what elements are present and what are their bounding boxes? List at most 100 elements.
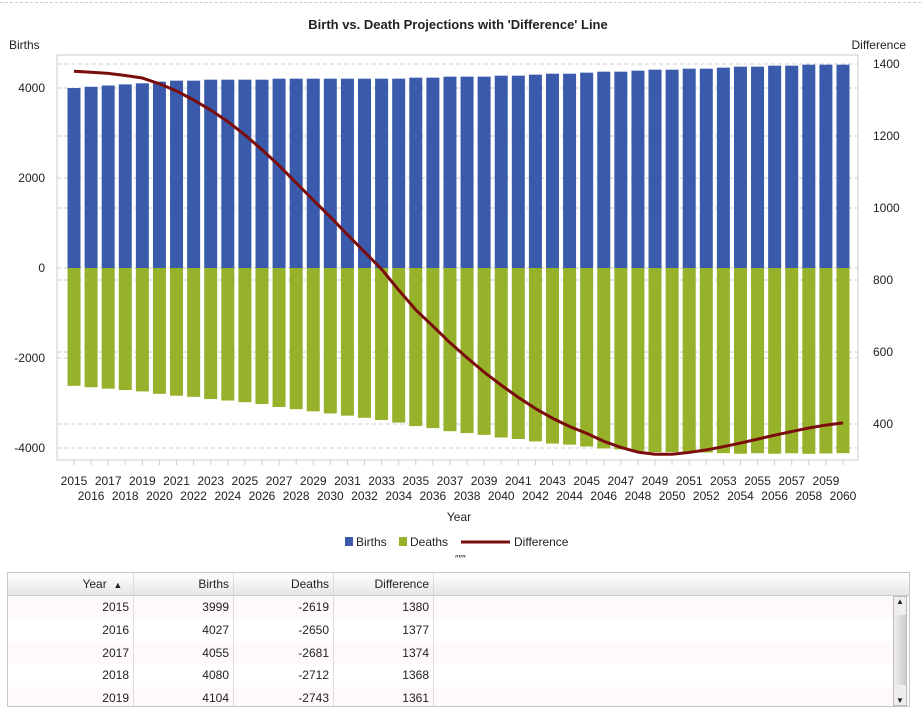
bar-births[interactable] [238, 79, 252, 268]
bar-births[interactable] [135, 83, 149, 268]
bar-births[interactable] [665, 69, 679, 268]
bar-births[interactable] [614, 71, 628, 268]
bar-births[interactable] [785, 65, 799, 269]
bar-births[interactable] [101, 85, 115, 269]
column-header-year[interactable]: Year ▲ [8, 573, 134, 595]
bar-deaths[interactable] [648, 268, 662, 453]
bar-births[interactable] [170, 80, 184, 268]
bar-births[interactable] [187, 80, 201, 268]
bar-deaths[interactable] [802, 268, 816, 454]
bar-deaths[interactable] [170, 268, 184, 396]
bar-births[interactable] [699, 68, 713, 268]
bar-deaths[interactable] [152, 268, 166, 394]
bar-deaths[interactable] [409, 268, 423, 427]
bar-deaths[interactable] [460, 268, 474, 434]
bar-births[interactable] [597, 71, 611, 268]
bar-births[interactable] [511, 75, 525, 268]
bar-deaths[interactable] [785, 268, 799, 454]
table-row[interactable]: 2017 4055 -2681 1374 [8, 641, 909, 665]
bar-deaths[interactable] [375, 268, 389, 420]
bar-deaths[interactable] [392, 268, 406, 423]
bar-deaths[interactable] [306, 268, 320, 412]
bar-deaths[interactable] [699, 268, 713, 453]
bar-births[interactable] [67, 88, 81, 268]
bar-births[interactable] [118, 84, 132, 269]
bar-births[interactable] [682, 68, 696, 268]
bar-births[interactable] [768, 65, 782, 269]
vertical-scrollbar[interactable]: ▲ ▼ [893, 596, 907, 706]
bar-births[interactable] [375, 78, 389, 268]
bar-deaths[interactable] [323, 268, 337, 414]
table-row[interactable]: 2018 4080 -2712 1368 [8, 664, 909, 688]
table-row[interactable]: 2015 3999 -2619 1380 [8, 596, 909, 619]
bar-births[interactable] [477, 76, 491, 268]
bar-births[interactable] [494, 75, 508, 268]
column-header-births[interactable]: Births [134, 573, 234, 595]
bar-deaths[interactable] [477, 268, 491, 435]
bar-births[interactable] [409, 77, 423, 269]
bar-births[interactable] [426, 77, 440, 269]
bar-deaths[interactable] [836, 268, 850, 454]
bar-deaths[interactable] [135, 268, 149, 392]
bar-deaths[interactable] [187, 268, 201, 397]
bar-deaths[interactable] [716, 268, 730, 454]
bar-deaths[interactable] [733, 268, 747, 454]
difference-line[interactable] [73, 69, 844, 456]
table-row[interactable]: 2016 4027 -2650 1377 [8, 618, 909, 642]
bar-births[interactable] [733, 66, 747, 268]
bar-births[interactable] [358, 78, 372, 268]
bar-deaths[interactable] [511, 268, 525, 439]
bar-deaths[interactable] [528, 268, 542, 442]
bar-deaths[interactable] [682, 268, 696, 453]
bar-deaths[interactable] [563, 268, 577, 445]
bar-births[interactable] [716, 67, 730, 268]
bar-births[interactable] [580, 72, 594, 268]
bar-births[interactable] [392, 78, 406, 268]
bar-births[interactable] [836, 64, 850, 268]
bar-deaths[interactable] [426, 268, 440, 429]
bar-births[interactable] [255, 79, 269, 268]
bar-deaths[interactable] [221, 268, 235, 401]
bar-deaths[interactable] [545, 268, 559, 444]
bar-births[interactable] [306, 78, 320, 268]
resize-handle[interactable]: ″″″ [455, 554, 466, 565]
bar-births[interactable] [289, 78, 303, 268]
bar-deaths[interactable] [340, 268, 354, 416]
bar-deaths[interactable] [272, 268, 286, 408]
bar-deaths[interactable] [84, 268, 98, 388]
bar-births[interactable] [563, 73, 577, 268]
bar-births[interactable] [152, 81, 166, 268]
bar-births[interactable] [443, 76, 457, 268]
bar-births[interactable] [272, 78, 286, 268]
bar-deaths[interactable] [665, 268, 679, 453]
bar-births[interactable] [221, 79, 235, 268]
bar-deaths[interactable] [67, 268, 81, 386]
bar-deaths[interactable] [494, 268, 508, 438]
bar-births[interactable] [631, 70, 645, 268]
bar-deaths[interactable] [118, 268, 132, 391]
bar-births[interactable] [528, 74, 542, 269]
bar-births[interactable] [545, 73, 559, 268]
bar-deaths[interactable] [614, 268, 628, 450]
scroll-thumb[interactable] [894, 615, 906, 685]
column-header-deaths[interactable]: Deaths [234, 573, 334, 595]
table-row[interactable]: 2019 4104 -2743 1361 [8, 687, 909, 706]
bar-births[interactable] [819, 64, 833, 268]
bar-deaths[interactable] [204, 268, 218, 400]
bar-deaths[interactable] [101, 268, 115, 389]
bar-deaths[interactable] [751, 268, 765, 454]
bar-births[interactable] [204, 79, 218, 268]
bar-deaths[interactable] [768, 268, 782, 454]
bar-deaths[interactable] [443, 268, 457, 432]
bar-births[interactable] [84, 86, 98, 268]
bar-births[interactable] [323, 78, 337, 268]
bar-births[interactable] [802, 64, 816, 268]
bar-births[interactable] [648, 69, 662, 268]
bar-deaths[interactable] [358, 268, 372, 418]
bar-deaths[interactable] [819, 268, 833, 454]
bar-deaths[interactable] [631, 268, 645, 451]
bar-births[interactable] [340, 78, 354, 268]
bar-deaths[interactable] [597, 268, 611, 449]
bar-deaths[interactable] [289, 268, 303, 410]
bar-deaths[interactable] [580, 268, 594, 447]
